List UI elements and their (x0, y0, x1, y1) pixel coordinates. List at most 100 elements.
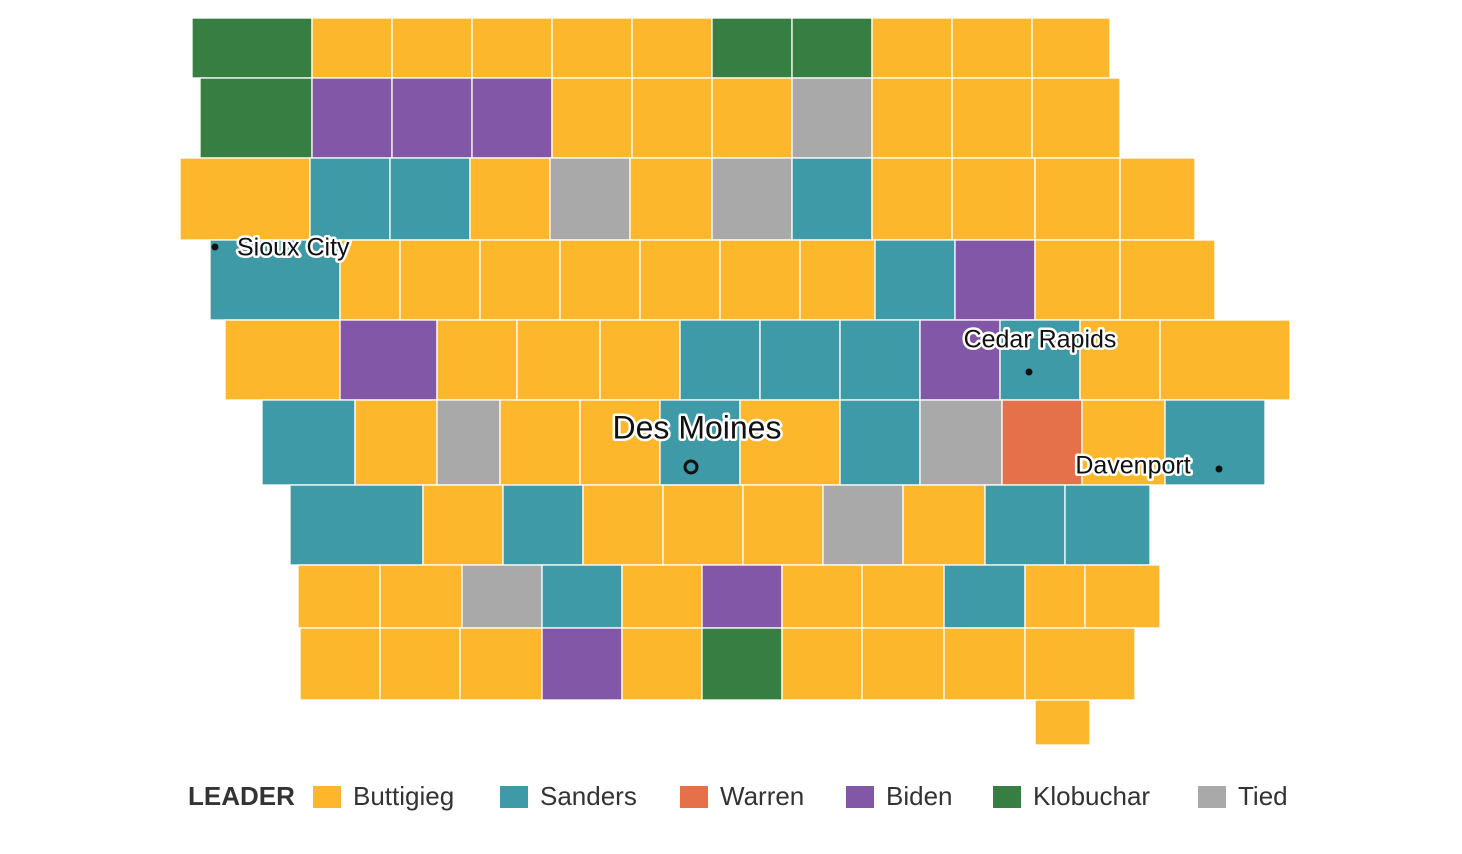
county (639, 239, 721, 321)
county (799, 239, 876, 321)
county (874, 239, 956, 321)
county (502, 484, 584, 566)
county (701, 627, 783, 701)
legend-swatch (313, 786, 341, 808)
county (621, 564, 703, 629)
county (311, 17, 393, 79)
county (391, 17, 473, 79)
county (1084, 564, 1161, 629)
county (389, 157, 471, 241)
county (399, 239, 481, 321)
county (289, 484, 424, 566)
county (469, 157, 551, 241)
county (339, 239, 401, 321)
county (781, 627, 863, 701)
city-label: Davenport (1075, 452, 1190, 480)
county (711, 157, 793, 241)
legend-title: LEADER (188, 781, 295, 811)
county (951, 77, 1033, 159)
county (621, 627, 703, 701)
county (871, 157, 953, 241)
county (422, 484, 504, 566)
county (379, 627, 461, 701)
county (739, 399, 841, 486)
county (1024, 627, 1136, 701)
county (711, 17, 793, 79)
county (582, 484, 664, 566)
county (1159, 319, 1291, 401)
county (1164, 399, 1266, 486)
county (711, 77, 793, 159)
county (1031, 17, 1111, 79)
county (791, 17, 873, 79)
county (791, 157, 873, 241)
legend-swatch (846, 786, 874, 808)
county (1119, 157, 1196, 241)
county (943, 564, 1026, 629)
county (499, 399, 581, 486)
county (791, 77, 873, 159)
county (629, 157, 713, 241)
county (631, 17, 713, 79)
legend-label: Buttigieg (353, 781, 454, 811)
county (459, 627, 543, 701)
capital-marker (683, 459, 699, 475)
counties (179, 17, 1291, 746)
city-dot (1025, 368, 1033, 376)
county (479, 239, 561, 321)
legend-swatch (993, 786, 1021, 808)
county (839, 319, 921, 401)
county (551, 17, 633, 79)
county (871, 77, 953, 159)
legend-swatch (500, 786, 528, 808)
county (516, 319, 601, 401)
county (299, 627, 381, 701)
county (391, 77, 473, 159)
county (742, 484, 824, 566)
county (1034, 239, 1121, 321)
county (719, 239, 801, 321)
county (461, 564, 543, 629)
county (599, 319, 681, 401)
county (309, 157, 391, 241)
city-markers (211, 243, 1223, 475)
city-dot (1215, 465, 1223, 473)
county (631, 77, 713, 159)
county (781, 564, 863, 629)
city-label: Cedar Rapids (964, 326, 1117, 354)
legend-label: Sanders (540, 781, 637, 811)
county (822, 484, 904, 566)
county (919, 399, 1003, 486)
county (199, 77, 313, 159)
county (179, 157, 311, 241)
legend-swatch (1198, 786, 1226, 808)
city-label: Des Moines (613, 409, 782, 445)
county (436, 319, 518, 401)
county (839, 399, 921, 486)
county (297, 564, 381, 629)
city-dot (211, 243, 219, 251)
county (471, 17, 553, 79)
county (209, 239, 341, 321)
county (1031, 77, 1121, 159)
county (662, 484, 744, 566)
county (354, 399, 438, 486)
county (261, 399, 356, 486)
county (954, 239, 1036, 321)
county (191, 17, 313, 79)
county (759, 319, 841, 401)
county (579, 399, 661, 486)
county (1024, 564, 1086, 629)
county (701, 564, 783, 629)
county (551, 77, 633, 159)
county (902, 484, 986, 566)
county (1034, 699, 1091, 746)
county (1064, 484, 1151, 566)
county (1034, 157, 1121, 241)
county (471, 77, 553, 159)
legend-label: Tied (1238, 781, 1288, 811)
legend-label: Biden (886, 781, 953, 811)
county (871, 17, 953, 79)
county (436, 399, 501, 486)
